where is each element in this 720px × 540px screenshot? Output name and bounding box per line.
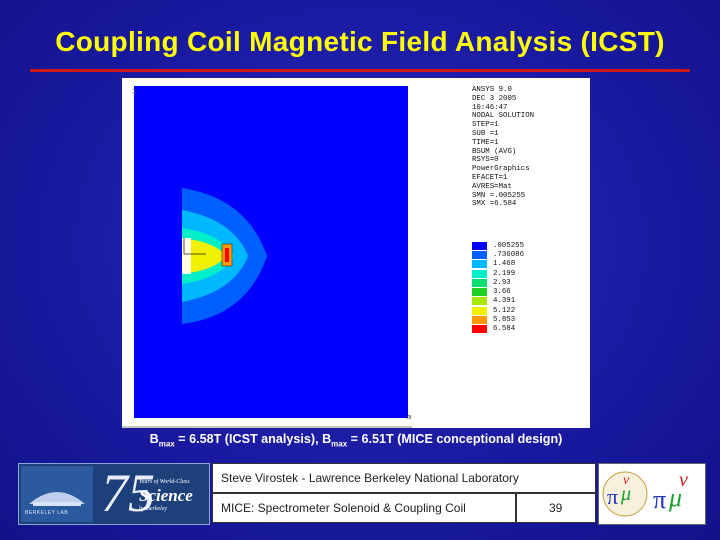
legend-swatch xyxy=(472,306,487,315)
readout-line: ANSYS 9.0 xyxy=(472,86,512,94)
legend-swatch xyxy=(472,316,487,325)
coil-peak-region xyxy=(225,248,229,262)
caption-subscript: max xyxy=(158,439,175,449)
readout-line: SMX =6.584 xyxy=(472,200,517,209)
readout-line: SUB =1 xyxy=(472,129,499,138)
legend-label: 2.93 xyxy=(493,278,511,287)
readout-line: PowerGraphics xyxy=(472,165,530,174)
footer-project: MICE: Spectrometer Solenoid & Coupling C… xyxy=(221,501,466,515)
footer-project-box: MICE: Spectrometer Solenoid & Coupling C… xyxy=(212,493,516,523)
readout-line: STEP=1 xyxy=(472,121,499,130)
svg-text:ν: ν xyxy=(679,469,688,491)
legend-swatch xyxy=(472,278,487,287)
caption-text: = 6.58T (ICST analysis), B xyxy=(174,432,332,446)
legend-label: 6.584 xyxy=(493,325,516,334)
anniversary-line2: Science xyxy=(139,486,193,505)
legend-entry: 2.93 xyxy=(472,278,524,287)
readout-line: RSYS=0 xyxy=(472,156,499,165)
title-underline xyxy=(30,69,690,72)
anniversary-text: Years of World-Class Science by Berkeley xyxy=(139,478,209,514)
readout-line: NODAL SOLUTION xyxy=(472,112,535,121)
legend-entry: 2.199 xyxy=(472,269,524,278)
contour-legend: .005255.736086 1.468 2.199 2.93 3.66 4.391 5.1… xyxy=(472,241,524,334)
legend-entry: .736086 xyxy=(472,250,524,259)
readout-line: TIME=1 xyxy=(472,138,499,147)
legend-label: 1.468 xyxy=(493,260,516,269)
legend-entry: 5.853 xyxy=(472,315,524,325)
legend-entry: .005255 xyxy=(472,241,524,250)
field-contour-graphic xyxy=(122,86,412,428)
lab-building-graphic: BERKELEY LAB xyxy=(21,466,93,522)
legend-swatch xyxy=(472,250,487,259)
legend-entry: 4.391 xyxy=(472,297,524,306)
contour-band-5 xyxy=(182,238,226,274)
svg-text:μ: μ xyxy=(668,483,682,512)
svg-text:π: π xyxy=(607,484,618,509)
axis-strip xyxy=(182,238,191,274)
legend-entry: 5.122 xyxy=(472,306,524,315)
readout-line: AVRES=Mat xyxy=(472,182,512,191)
legend-entry: 1.468 xyxy=(472,260,524,269)
ansys-readout: ANSYS 9.0 DEC 3 2005 10:46:47 NODAL SOLU… xyxy=(472,86,534,209)
page-number: 39 xyxy=(549,501,563,515)
svg-text:π: π xyxy=(653,485,666,514)
slide-caption: Bmax = 6.58T (ICST analysis), Bmax = 6.5… xyxy=(126,432,586,449)
caption-subscript: max xyxy=(331,439,348,449)
window-number: 1 xyxy=(132,88,137,96)
mice-logo: π μ ν π μ ν xyxy=(598,463,706,525)
footer-page-box: 39 xyxy=(516,493,596,523)
legend-swatch xyxy=(472,288,487,297)
anniversary-line3: by Berkeley xyxy=(139,506,168,512)
legend-label: 3.66 xyxy=(493,288,511,297)
caption-text: = 6.51T (MICE conceptional design) xyxy=(347,432,563,446)
readout-line: DEC 3 2005 xyxy=(472,94,517,103)
legend-swatch xyxy=(472,325,487,334)
berkeley-lab-logo: BERKELEY LAB 75 Years of World-Class Sci… xyxy=(18,463,210,525)
anniversary-line1: Years of World-Class xyxy=(139,479,190,485)
legend-label: 4.391 xyxy=(493,297,516,306)
legend-entry: 3.66 xyxy=(472,287,524,297)
legend-swatch xyxy=(472,297,487,306)
slide-title: Coupling Coil Magnetic Field Analysis (I… xyxy=(55,26,665,57)
readout-line: EFACET=1 xyxy=(472,173,508,182)
svg-text:μ: μ xyxy=(620,483,631,505)
legend-label: .736086 xyxy=(493,250,525,259)
legend-swatch xyxy=(472,269,487,278)
field-region xyxy=(134,86,408,418)
mice-logo-icon: π μ ν π μ ν xyxy=(602,469,688,517)
readout-line: BSUM (AVG) xyxy=(472,147,517,156)
lab-building-icon xyxy=(29,492,85,506)
svg-text:ν: ν xyxy=(623,473,630,488)
footer-author-box: Steve Virostek - Lawrence Berkeley Natio… xyxy=(212,463,596,493)
lab-name: BERKELEY LAB xyxy=(25,510,69,516)
legend-label: .005255 xyxy=(493,241,525,250)
anniversary-number: 75 xyxy=(101,463,155,523)
legend-label: 5.122 xyxy=(493,306,516,315)
legend-label: 5.853 xyxy=(493,316,516,325)
caption-b: B xyxy=(149,432,159,446)
legend-swatch xyxy=(472,260,487,269)
legend-label: 2.199 xyxy=(493,269,516,278)
footer-author: Steve Virostek - Lawrence Berkeley Natio… xyxy=(221,471,519,485)
legend-entry: 6.584 xyxy=(472,325,524,334)
readout-line: SMN =.005255 xyxy=(472,191,526,200)
units-label: m xyxy=(407,414,412,422)
ansys-field-plot: 1 m ANSYS 9.0 DEC 3 2005 10:46:47 NODAL … xyxy=(122,78,590,428)
readout-line: 10:46:47 xyxy=(472,103,508,112)
legend-swatch xyxy=(472,241,487,250)
